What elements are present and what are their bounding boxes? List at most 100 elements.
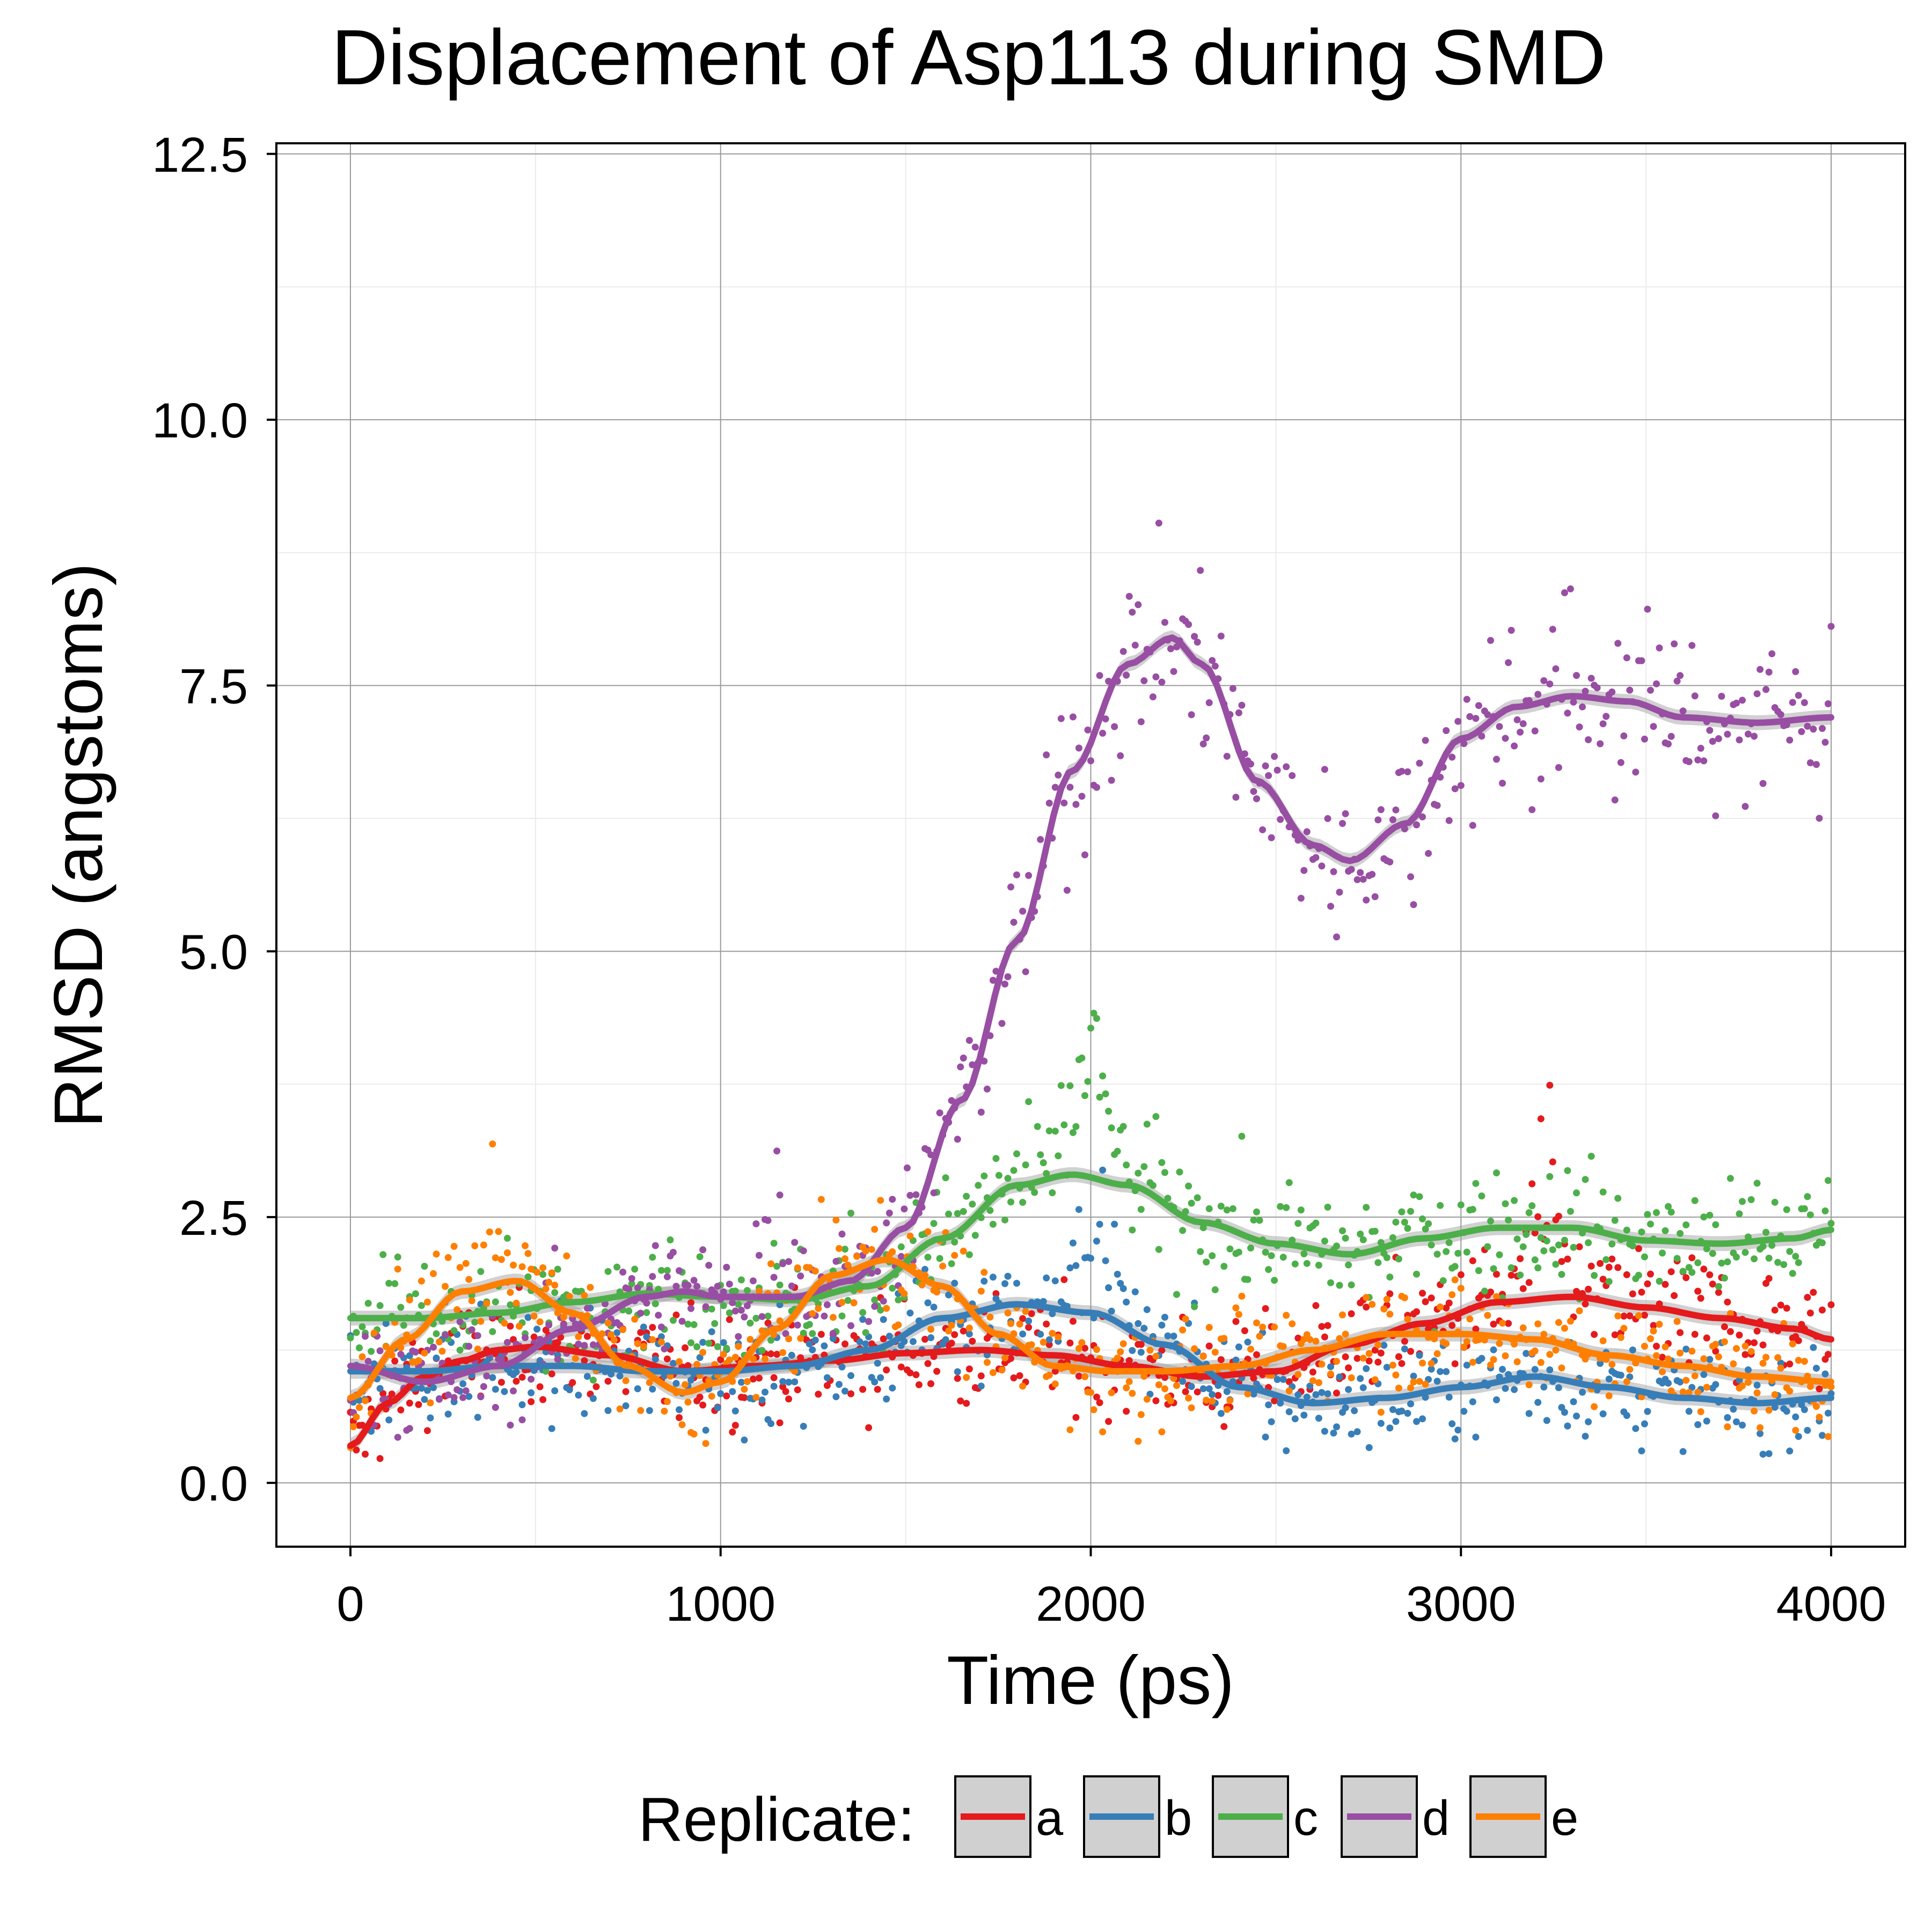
data-point-c xyxy=(1108,1124,1115,1132)
data-point-d xyxy=(1368,870,1376,878)
data-point-d xyxy=(1460,740,1468,748)
data-point-d xyxy=(625,1285,633,1293)
data-point-d xyxy=(1289,772,1296,779)
data-point-e xyxy=(1561,1324,1568,1332)
data-point-c xyxy=(862,1329,869,1336)
data-point-b xyxy=(672,1380,680,1387)
data-point-e xyxy=(767,1260,774,1268)
data-point-e xyxy=(495,1228,502,1235)
data-point-c xyxy=(652,1300,659,1307)
data-point-d xyxy=(657,1323,665,1331)
data-point-e xyxy=(462,1260,470,1267)
data-point-b xyxy=(977,1382,985,1390)
data-point-a xyxy=(906,1369,914,1377)
data-point-d xyxy=(1478,733,1485,740)
data-point-d xyxy=(948,1097,955,1104)
data-point-e xyxy=(465,1276,473,1283)
data-point-d xyxy=(1567,585,1574,592)
data-point-d xyxy=(1117,752,1124,759)
data-point-b xyxy=(1641,1420,1648,1428)
data-point-c xyxy=(1795,1259,1802,1267)
data-point-b xyxy=(1131,1288,1139,1296)
data-point-c xyxy=(1463,1248,1470,1256)
data-point-d xyxy=(687,1305,694,1312)
data-point-c xyxy=(1209,1252,1216,1260)
data-point-c xyxy=(1774,1258,1782,1266)
data-point-b xyxy=(551,1387,559,1394)
data-point-a xyxy=(782,1388,789,1395)
data-point-d xyxy=(1303,828,1311,836)
data-point-c xyxy=(669,1316,677,1324)
data-point-a xyxy=(969,1337,976,1345)
data-point-e xyxy=(1466,1315,1474,1323)
data-point-a xyxy=(1407,1348,1414,1355)
data-point-d xyxy=(1324,815,1331,822)
data-point-a xyxy=(1045,1341,1053,1348)
data-point-a xyxy=(1525,1279,1533,1286)
x-tick-label: 4000 xyxy=(1776,1577,1886,1631)
data-point-a xyxy=(1490,1320,1497,1328)
data-point-e xyxy=(1484,1312,1491,1319)
data-point-e xyxy=(1404,1315,1411,1323)
data-point-a xyxy=(530,1333,538,1341)
data-point-c xyxy=(1383,1254,1391,1261)
data-point-b xyxy=(708,1328,715,1335)
data-point-c xyxy=(507,1301,514,1308)
data-point-d xyxy=(1336,889,1343,896)
data-point-b xyxy=(1534,1399,1542,1406)
data-point-c xyxy=(992,1155,1000,1162)
data-point-c xyxy=(1102,1090,1109,1097)
data-point-c xyxy=(1585,1239,1592,1247)
data-point-e xyxy=(622,1377,630,1385)
data-point-e xyxy=(883,1305,890,1312)
data-point-b xyxy=(1783,1408,1790,1415)
data-point-d xyxy=(1496,723,1503,730)
data-point-e xyxy=(951,1252,958,1259)
data-point-e xyxy=(1759,1359,1767,1367)
data-point-e xyxy=(507,1289,514,1296)
data-point-d xyxy=(581,1342,588,1349)
data-point-c xyxy=(1679,1268,1687,1275)
data-point-d xyxy=(1274,766,1281,774)
data-point-b xyxy=(829,1335,837,1342)
data-point-d xyxy=(1608,688,1616,696)
data-point-d xyxy=(1342,810,1349,817)
data-point-e xyxy=(1646,1335,1654,1342)
data-point-c xyxy=(450,1327,458,1334)
data-point-e xyxy=(456,1264,464,1271)
data-point-c xyxy=(1472,1180,1480,1187)
data-point-c xyxy=(1564,1167,1571,1174)
data-point-d xyxy=(1158,678,1166,686)
data-point-b xyxy=(1632,1425,1640,1432)
data-point-b xyxy=(1795,1433,1802,1440)
data-point-e xyxy=(657,1338,665,1346)
data-point-a xyxy=(554,1339,561,1346)
data-point-e xyxy=(1188,1404,1195,1411)
data-point-e xyxy=(924,1228,932,1235)
data-point-a xyxy=(539,1396,547,1403)
data-point-e xyxy=(1386,1311,1394,1318)
data-point-b xyxy=(1093,1238,1100,1245)
data-point-d xyxy=(1357,869,1364,876)
data-point-e xyxy=(528,1265,535,1273)
data-point-c xyxy=(1475,1267,1482,1275)
data-point-d xyxy=(690,1277,698,1284)
data-point-a xyxy=(592,1383,600,1391)
data-point-e xyxy=(1605,1392,1613,1400)
data-point-e xyxy=(1232,1304,1240,1312)
data-point-b xyxy=(862,1340,869,1348)
data-point-c xyxy=(1194,1194,1201,1202)
data-point-b xyxy=(1300,1411,1308,1419)
data-point-b xyxy=(1075,1206,1082,1213)
data-point-b xyxy=(1801,1406,1808,1414)
data-point-c xyxy=(1614,1195,1622,1202)
data-point-b xyxy=(1380,1342,1388,1349)
data-point-d xyxy=(1445,817,1453,824)
data-point-e xyxy=(1114,1355,1121,1362)
data-point-d xyxy=(649,1273,656,1280)
data-point-c xyxy=(1096,1093,1103,1101)
data-point-e xyxy=(702,1440,709,1447)
data-point-c xyxy=(945,1210,953,1218)
data-point-a xyxy=(1324,1322,1331,1329)
data-point-b xyxy=(604,1407,612,1414)
